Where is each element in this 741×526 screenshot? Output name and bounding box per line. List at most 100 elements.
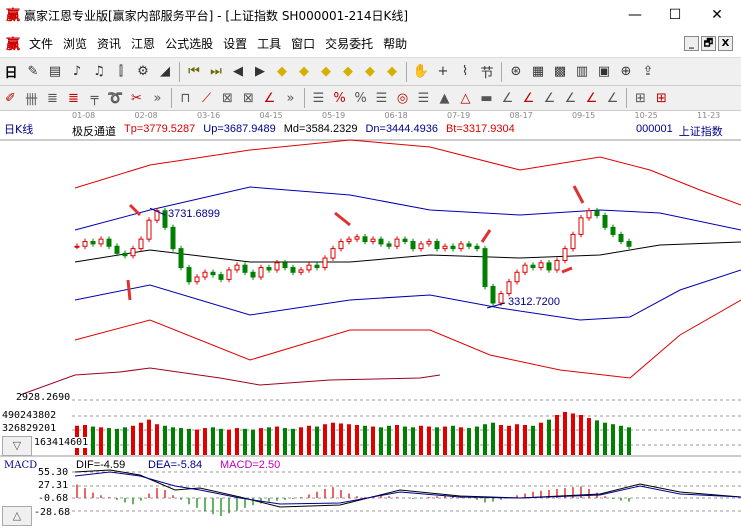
mdi-restore-button[interactable]: 🗗 <box>701 36 716 51</box>
pen-icon[interactable]: ✐ <box>5 90 16 106</box>
rect-icon[interactable]: ⊓ <box>180 90 191 106</box>
cone-icon[interactable]: ▲ <box>439 90 450 106</box>
red-arrow <box>334 211 351 227</box>
scroll-up-button[interactable]: △ <box>2 506 32 526</box>
percent-tool-icon[interactable]: % <box>333 90 346 106</box>
date-tick: 04-15 <box>259 111 283 120</box>
calculator-icon[interactable]: ▩ <box>553 64 567 79</box>
high-annotation: 3731.6899 <box>168 208 220 220</box>
gann-grid-icon[interactable]: ≣ <box>68 90 79 106</box>
toolbar-separator <box>171 88 172 108</box>
spiral-icon[interactable]: ➰ <box>107 90 124 106</box>
volume-bar <box>523 425 527 455</box>
nav2-icon[interactable]: ◆ <box>299 64 309 79</box>
more2-icon[interactable]: » <box>286 90 295 106</box>
date-tick: 07-19 <box>447 111 471 120</box>
menu-item-2[interactable]: 资讯 <box>97 37 122 51</box>
angle-z-icon[interactable]: ∠ <box>585 90 598 106</box>
gold-circle-icon[interactable]: ◎ <box>396 90 409 106</box>
nav5-icon[interactable]: ◆ <box>365 64 375 79</box>
menu-item-4[interactable]: 公式选股 <box>165 37 214 51</box>
candle-icon[interactable]: ⫿ <box>118 64 124 79</box>
jie-icon[interactable]: 节 <box>480 66 494 81</box>
gann-box-icon[interactable]: ≣ <box>47 90 58 106</box>
nav4-icon[interactable]: ◆ <box>343 64 353 79</box>
color-bar-icon[interactable]: ◢ <box>160 64 170 79</box>
calendar-icon[interactable]: ▦ <box>531 64 545 79</box>
menu-item-7[interactable]: 窗口 <box>291 37 316 51</box>
eraser-icon[interactable]: ✂ <box>131 90 142 106</box>
close-button[interactable]: ✕ <box>711 7 723 23</box>
angle-s-icon[interactable]: ∠ <box>606 90 619 106</box>
gold-lines-icon[interactable]: ☰ <box>417 90 430 106</box>
notes-icon[interactable]: ▤ <box>48 64 62 79</box>
mdi-close-button[interactable]: X <box>718 36 733 51</box>
nav6-icon[interactable]: ◆ <box>387 64 397 79</box>
angle-j-icon[interactable]: ∠ <box>501 90 514 106</box>
hand-icon[interactable]: ✋ <box>412 64 430 79</box>
volume-bar <box>107 428 111 455</box>
candle-body <box>170 226 176 250</box>
title-bar: 赢 赢家江恩专业版[赢家内部服务平台] - [上证指数 SH000001-214… <box>0 0 741 30</box>
menu-item-3[interactable]: 江恩 <box>131 37 156 51</box>
triangle-icon[interactable]: △ <box>460 90 471 106</box>
square-grid-icon[interactable]: ⊠ <box>222 90 233 106</box>
candle-body <box>242 264 248 273</box>
angle-x-icon[interactable]: ∠ <box>564 90 577 106</box>
grid2-icon[interactable]: ⊞ <box>656 90 667 106</box>
volume-bar <box>571 413 575 455</box>
more-icon[interactable]: » <box>153 90 162 106</box>
network-icon[interactable]: ⊕ <box>620 64 632 79</box>
volume-bar <box>611 424 615 455</box>
volume-bar <box>499 425 503 455</box>
gold-bar-icon[interactable]: ▬ <box>480 90 493 106</box>
candle-body <box>98 238 104 245</box>
square-fan-icon[interactable]: ⊠ <box>243 90 254 106</box>
export-icon[interactable]: ⇪ <box>642 64 654 79</box>
level-icon[interactable]: ☰ <box>375 90 388 106</box>
chart-3-icon[interactable]: ♪ <box>72 64 82 79</box>
first-icon[interactable]: ⏮ <box>188 64 200 79</box>
angle-f-icon[interactable]: ∠ <box>522 90 535 106</box>
candle-body <box>226 269 232 280</box>
fan-icon[interactable]: ⟋ <box>201 90 212 106</box>
volume-bar <box>307 425 311 455</box>
nav1-icon[interactable]: ◆ <box>277 64 287 79</box>
zoom-icon[interactable]: ⊛ <box>510 64 522 79</box>
low-annotation: 3312.7200 <box>508 296 560 308</box>
period-selector[interactable]: 日 <box>4 66 18 81</box>
scroll-down-button[interactable]: ▽ <box>2 436 32 456</box>
settings-icon[interactable]: ⚙ <box>137 64 149 79</box>
formula-icon[interactable]: ✎ <box>27 64 39 79</box>
next-icon[interactable]: ▶ <box>255 64 265 79</box>
menu-item-9[interactable]: 帮助 <box>383 37 408 51</box>
report-icon[interactable]: ▥ <box>575 64 589 79</box>
period-label: 日K线 <box>4 123 34 136</box>
angle-icon[interactable]: ∠ <box>263 90 276 106</box>
channel-line-3 <box>74 269 741 321</box>
menu-item-0[interactable]: 文件 <box>29 37 54 51</box>
menu-item-6[interactable]: 工具 <box>257 37 282 51</box>
line-icon[interactable]: ⌇ <box>461 64 469 79</box>
volume-bar <box>459 427 463 455</box>
minimize-button[interactable]: — <box>628 7 642 23</box>
prev-icon[interactable]: ◀ <box>233 64 243 79</box>
grid1-icon[interactable]: ⊞ <box>635 90 646 106</box>
chart-9-icon[interactable]: ♫ <box>93 64 105 79</box>
nav3-icon[interactable]: ◆ <box>321 64 331 79</box>
list-icon[interactable]: ☰ <box>312 90 325 106</box>
crosshair-icon[interactable]: + <box>437 64 449 79</box>
gann-fan-icon[interactable]: ╤ <box>90 90 99 106</box>
gold-angle-icon[interactable]: ∠ <box>543 90 556 106</box>
mdi-minimize-button[interactable]: _ <box>684 36 699 51</box>
menu-item-1[interactable]: 浏览 <box>63 37 88 51</box>
hline-icon[interactable]: 卌 <box>24 92 38 108</box>
percent-icon[interactable]: % <box>354 90 367 106</box>
candle-body <box>602 214 608 228</box>
macd-value: MACD=2.50 <box>220 459 281 471</box>
menu-item-5[interactable]: 设置 <box>223 37 248 51</box>
save-icon[interactable]: ▣ <box>597 64 611 79</box>
menu-item-8[interactable]: 交易委托 <box>325 37 374 51</box>
last-icon[interactable]: ⏭ <box>210 64 222 79</box>
maximize-button[interactable]: ☐ <box>668 7 682 23</box>
